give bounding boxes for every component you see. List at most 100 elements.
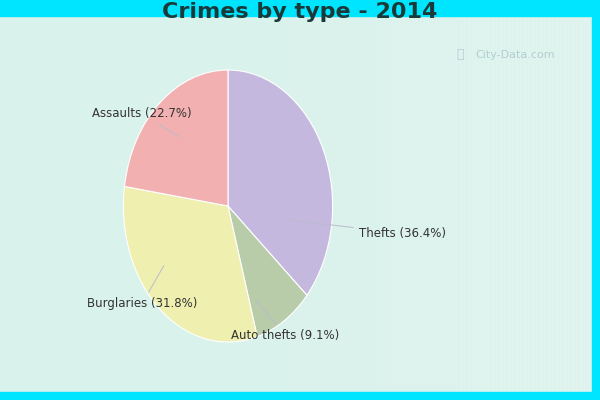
Bar [468,8,472,392]
Bar [280,8,284,392]
Bar [556,8,560,392]
Wedge shape [228,70,332,295]
Bar [204,8,208,392]
Bar [364,8,368,392]
Text: Assaults (22.7%): Assaults (22.7%) [92,107,191,136]
Text: Thefts (36.4%): Thefts (36.4%) [288,220,446,240]
Bar [560,8,564,392]
Bar [320,8,324,392]
Bar [584,8,588,392]
Bar [576,8,580,392]
Bar [336,8,340,392]
Bar [540,8,544,392]
Bar [212,8,216,392]
Bar [344,8,348,392]
Bar [288,8,292,392]
Bar [232,8,236,392]
Bar [448,8,452,392]
Bar [208,8,212,392]
Bar [388,8,392,392]
Bar [572,8,576,392]
Bar [248,8,252,392]
Bar [324,8,328,392]
Bar [568,8,572,392]
Bar [484,8,488,392]
Bar [244,8,248,392]
Bar [596,8,600,392]
Bar [504,8,508,392]
Bar [564,8,568,392]
Bar [304,8,308,392]
Bar [328,8,332,392]
Wedge shape [124,70,228,206]
Bar [472,8,476,392]
Bar [240,8,244,392]
Bar [452,8,456,392]
Bar [276,8,280,392]
Bar [508,8,512,392]
Bar [392,8,396,392]
Bar [552,8,556,392]
Bar [404,8,408,392]
Bar [360,8,364,392]
Bar [224,8,228,392]
Bar [0,0,600,16]
Bar [588,8,592,392]
Bar [400,8,404,392]
Bar [536,8,540,392]
Bar [216,8,220,392]
Bar [524,8,528,392]
Bar [340,8,344,392]
Bar [384,8,388,392]
Bar [476,8,480,392]
Bar [356,8,360,392]
Bar [492,8,496,392]
Bar [412,8,416,392]
Bar [272,8,276,392]
Bar [544,8,548,392]
Bar [592,8,596,392]
Bar [428,8,432,392]
Bar [432,8,436,392]
Bar [252,8,256,392]
Bar [316,8,320,392]
Bar [228,8,232,392]
Bar [348,8,352,392]
Bar [500,8,504,392]
Text: Burglaries (31.8%): Burglaries (31.8%) [87,266,197,310]
Bar [516,8,520,392]
Bar [368,8,372,392]
Bar [408,8,412,392]
Bar [332,8,336,392]
Bar [220,8,224,392]
Bar [440,8,444,392]
Bar [0,392,600,400]
Bar [460,8,464,392]
Bar [264,8,268,392]
Bar [496,8,500,392]
Bar [236,8,240,392]
Bar [528,8,532,392]
Bar [416,8,420,392]
Bar [512,8,516,392]
Bar [592,0,600,400]
Bar [480,8,484,392]
Bar [292,8,296,392]
Bar [200,8,204,392]
Text: Auto thefts (9.1%): Auto thefts (9.1%) [232,300,340,342]
Bar [380,8,384,392]
Bar [352,8,356,392]
Bar [296,8,300,392]
Text: City-Data.com: City-Data.com [475,50,554,60]
Bar [420,8,424,392]
Bar [548,8,552,392]
Bar [488,8,492,392]
Bar [532,8,536,392]
Wedge shape [228,206,307,336]
Bar [464,8,468,392]
Bar [312,8,316,392]
Text: ⓘ: ⓘ [456,48,464,62]
Bar [284,8,288,392]
Bar [436,8,440,392]
Wedge shape [124,186,257,342]
